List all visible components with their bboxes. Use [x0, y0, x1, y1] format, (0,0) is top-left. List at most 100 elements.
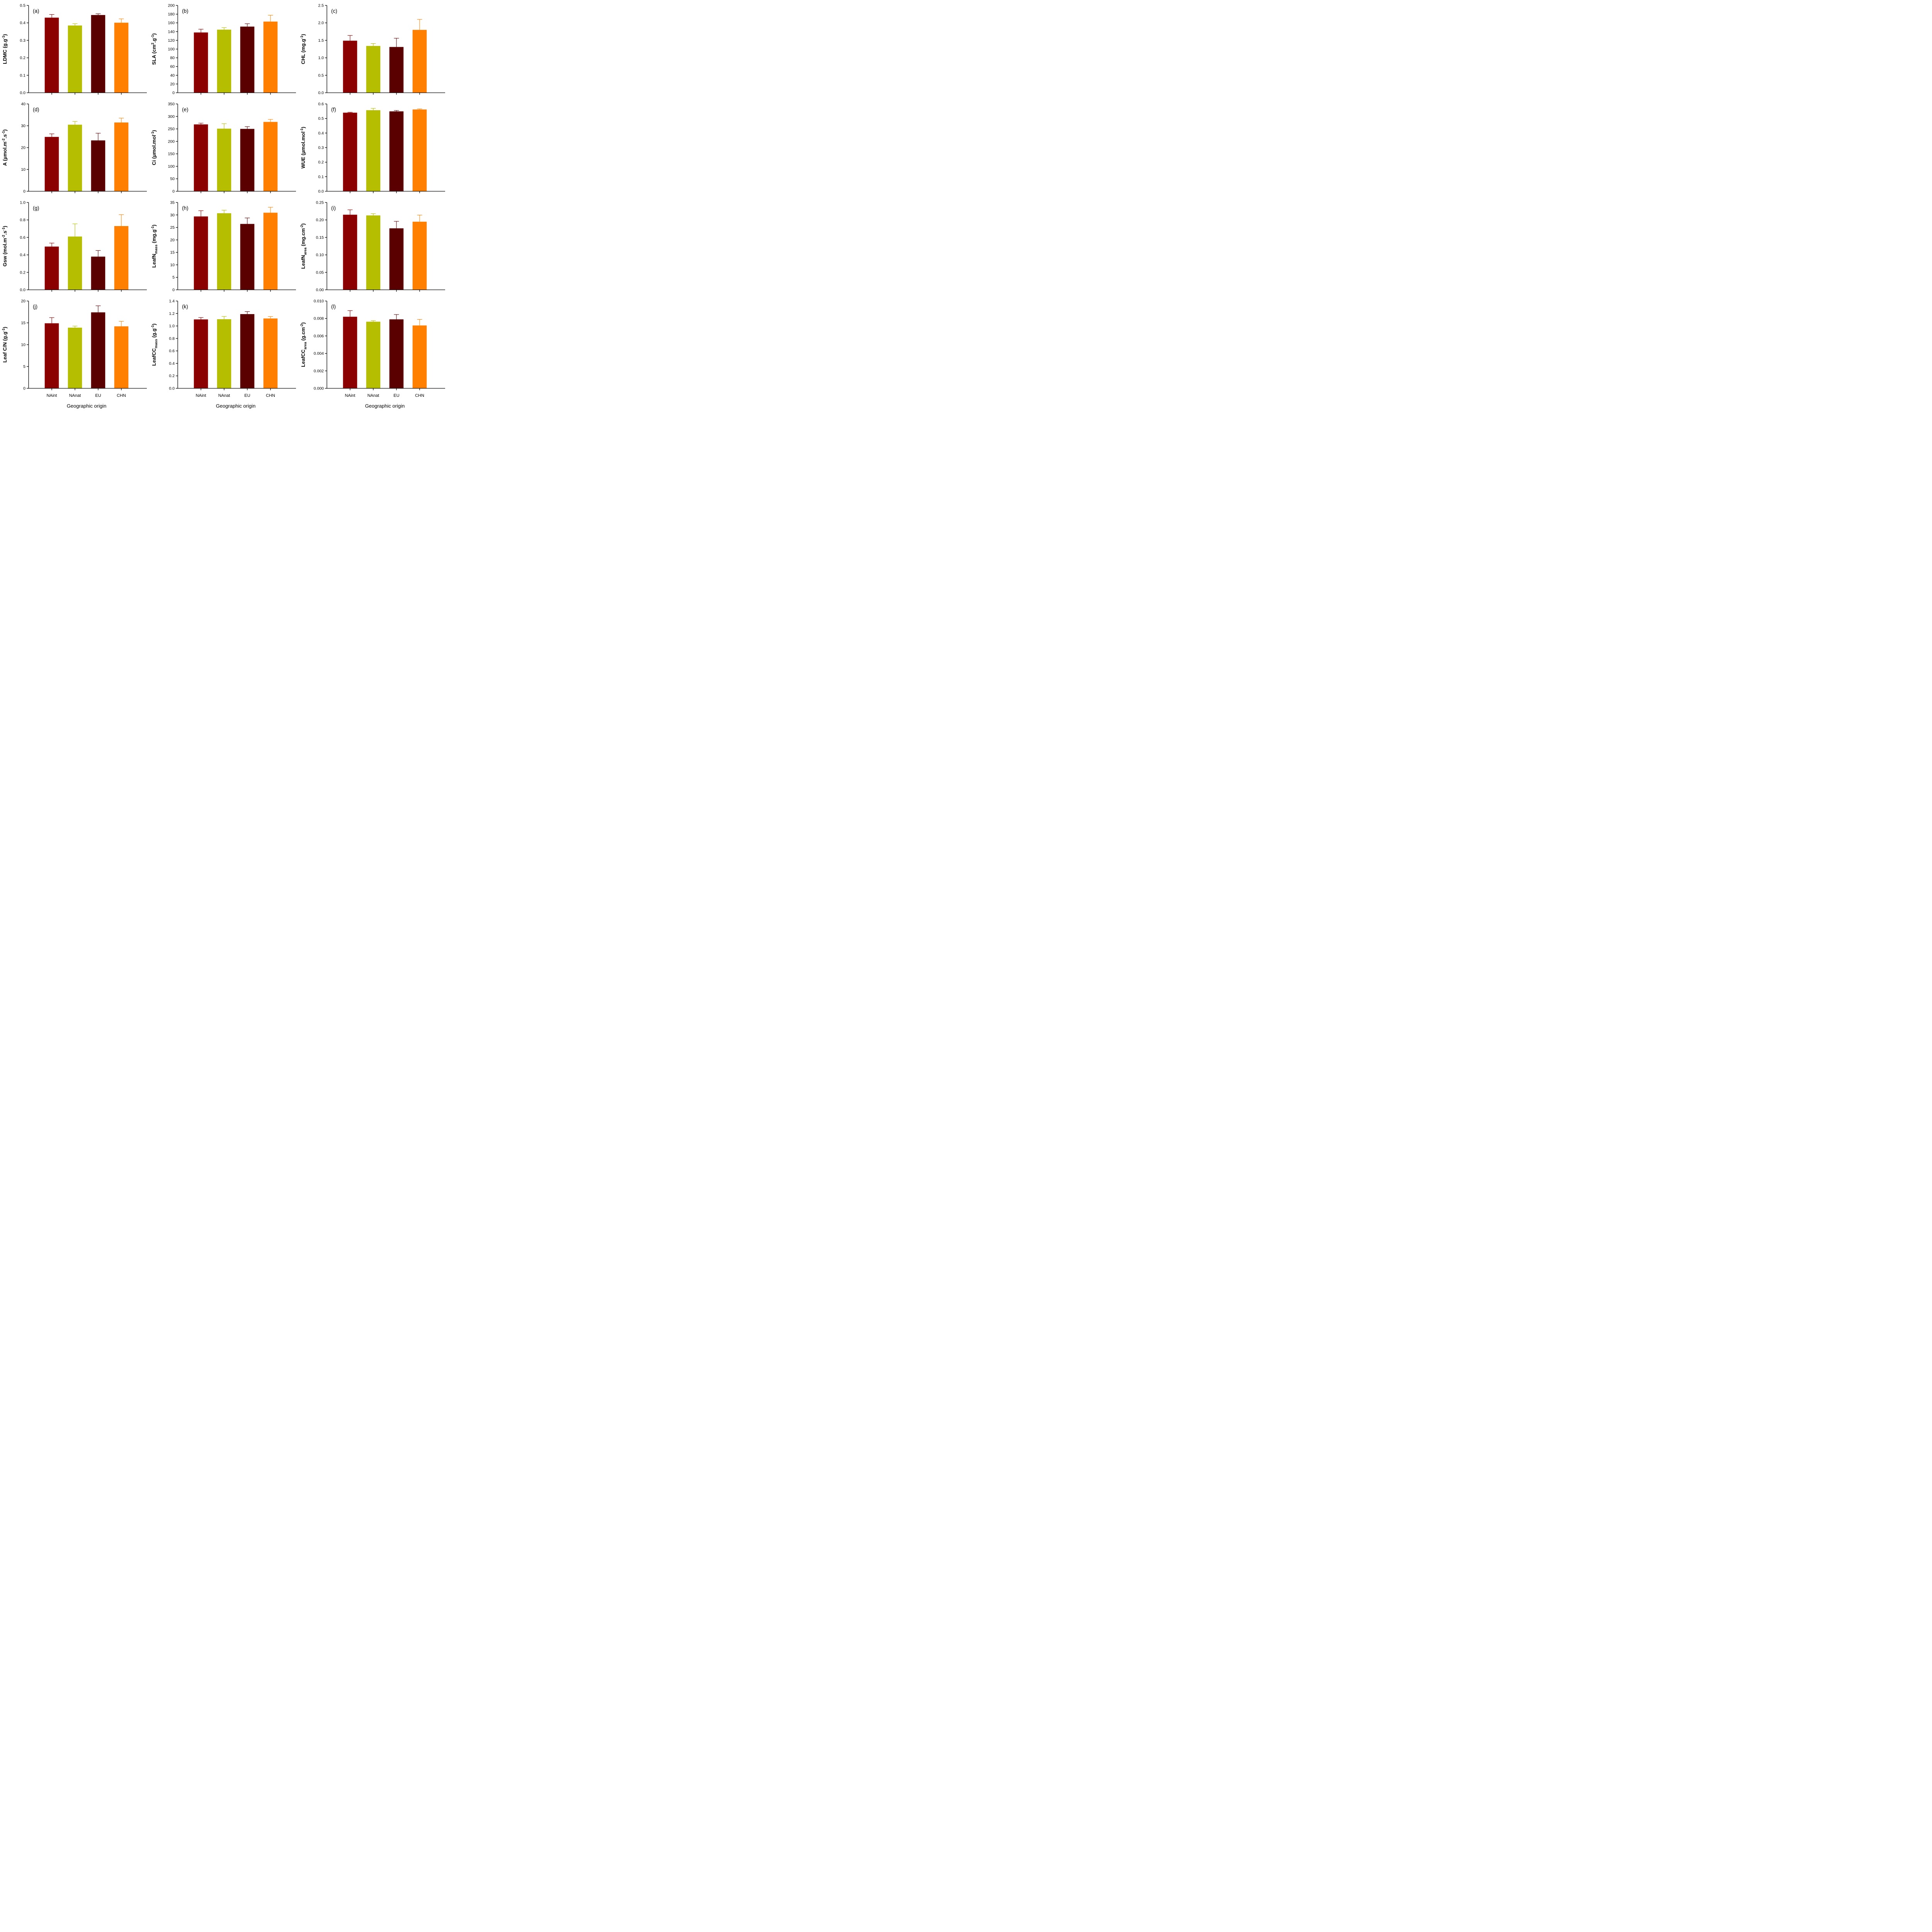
bar-NAnat: [217, 213, 231, 290]
bar-EU: [91, 312, 105, 388]
bar-NAint: [194, 216, 208, 290]
error-bar-CHN: [268, 207, 273, 213]
y-axis-title: Ci (µmol.mol-1): [151, 130, 157, 165]
error-bar-EU: [394, 314, 399, 320]
bar-CHN: [263, 21, 278, 93]
panel-letter-label: (k): [182, 304, 188, 310]
ytick-label: 150: [168, 152, 175, 156]
panel-svg-l: 0.000 0.002 0.004 0.006 0.008 0.010 NAint NAnat…: [300, 299, 445, 409]
panel-b: 0 20 40 60 80 100 120 140 160 180 200 (b) SLA (cm2.g…: [149, 0, 298, 99]
error-bar-NAnat: [72, 23, 78, 26]
bar-NAnat: [68, 124, 82, 191]
y-axis-title: LeafCCmass (g.g-1): [151, 323, 158, 366]
ytick-label: 20: [21, 299, 26, 304]
ytick-label: 0.3: [20, 38, 26, 43]
panel-g: 0.0 0.2 0.4 0.6 0.8 1.0 (g) Gsw (mol.m-2.s-1): [0, 197, 149, 296]
bar-EU: [91, 140, 105, 191]
ytick-label: 10: [21, 167, 26, 172]
error-bar-NAnat: [72, 121, 78, 125]
ytick-label: 1.5: [318, 38, 324, 43]
x-category-label-NAnat: NAnat: [367, 393, 379, 398]
error-bar-NAint: [347, 35, 353, 41]
panel-f: 0.0 0.1 0.2 0.3 0.4 0.5 0.6 (f) WUE (µmol.mol-1): [298, 99, 447, 197]
panel-svg-h: 0 5 10 15 20 25 30 35 (h) LeafNmass (mg.g-1): [151, 201, 296, 293]
panel-letter-label: (j): [33, 304, 37, 310]
ytick-label: 0: [23, 189, 26, 194]
x-category-label-EU: EU: [244, 393, 250, 398]
y-axis-title: LeafNmass (mg.g-1): [151, 224, 158, 268]
x-category-label-NAnat: NAnat: [69, 393, 81, 398]
ytick-label: 200: [168, 3, 175, 8]
bar-NAnat: [217, 128, 231, 191]
error-bar-CHN: [119, 19, 124, 23]
panel-h: 0 5 10 15 20 25 30 35 (h) LeafNmass (mg.g-1): [149, 197, 298, 296]
panel-letter-label: (d): [33, 107, 39, 112]
ytick-label: 100: [168, 47, 175, 52]
panel-letter-label: (a): [33, 8, 39, 14]
bar-NAnat: [68, 25, 82, 93]
ytick-label: 30: [170, 213, 175, 218]
panel-k: 0.0 0.2 0.4 0.6 0.8 1.0 1.2 1.4 NAint NAnat EU CHN (…: [149, 296, 298, 410]
ytick-label: 5: [172, 275, 175, 280]
ytick-label: 200: [168, 139, 175, 144]
ytick-label: 1.0: [20, 201, 26, 205]
panel-i: 0.00 0.05 0.10 0.15 0.20 0.25 (i) LeafNarea (mg…: [298, 197, 447, 296]
panel-svg-b: 0 20 40 60 80 100 120 140 160 180 200 (b) SLA (cm2.g…: [151, 3, 296, 95]
panel-d: 0 10 20 30 40 (d) A (µmol.m-2.s-1): [0, 99, 149, 197]
error-bar-CHN: [417, 319, 422, 326]
error-bar-EU: [245, 218, 250, 224]
bar-EU: [91, 257, 105, 290]
y-axis-title: Gsw (mol.m-2.s-1): [2, 226, 8, 267]
y-axis-title: Leaf C/N (g.g-1): [2, 327, 8, 363]
error-bar-NAint: [347, 209, 353, 215]
bar-EU: [91, 15, 105, 93]
panel-letter-label: (g): [33, 205, 39, 211]
ytick-label: 0.1: [318, 175, 324, 179]
ytick-label: 0.4: [20, 21, 26, 26]
y-axis-title: LeafNarea (mg.cm-2): [300, 223, 307, 269]
error-bar-NAnat: [371, 320, 376, 322]
ytick-label: 0.5: [318, 73, 324, 78]
bar-NAnat: [366, 46, 381, 93]
ytick-label: 0.5: [20, 3, 26, 8]
ytick-label: 0.008: [314, 316, 324, 321]
bar-NAnat: [217, 29, 231, 93]
bar-NAint: [44, 323, 59, 388]
ytick-label: 0.2: [318, 160, 324, 165]
ytick-label: 0.6: [318, 102, 324, 107]
bar-NAint: [343, 112, 357, 191]
panel-svg-d: 0 10 20 30 40 (d) A (µmol.m-2.s-1): [2, 102, 147, 194]
x-axis-title: Geographic origin: [216, 403, 256, 409]
bar-NAnat: [366, 215, 381, 290]
y-axis-title: SLA (cm2.g-1): [151, 33, 157, 65]
error-bar-CHN: [417, 19, 422, 30]
panel-letter-label: (c): [331, 8, 337, 14]
ytick-label: 0.10: [316, 253, 324, 257]
bar-CHN: [114, 226, 129, 290]
bar-CHN: [263, 318, 278, 388]
panel-svg-k: 0.0 0.2 0.4 0.6 0.8 1.0 1.2 1.4 NAint NAnat EU CHN (…: [151, 299, 296, 409]
panel-letter-label: (l): [331, 304, 336, 310]
multi-panel-bar-figure: 0.0 0.1 0.2 0.3 0.4 0.5 (a) LDMC (g.g-1) 0 20 40 60…: [0, 0, 447, 410]
ytick-label: 30: [21, 124, 26, 128]
ytick-label: 0: [172, 189, 175, 194]
ytick-label: 0.8: [20, 218, 26, 223]
bar-CHN: [412, 109, 427, 191]
ytick-label: 0.004: [314, 351, 324, 356]
error-bar-CHN: [119, 321, 124, 327]
x-category-label-NAnat: NAnat: [218, 393, 230, 398]
bar-NAint: [44, 137, 59, 191]
ytick-label: 0.05: [316, 270, 324, 275]
ytick-label: 2.5: [318, 3, 324, 8]
error-bar-EU: [245, 311, 250, 314]
ytick-label: 0.002: [314, 369, 324, 373]
ytick-label: 180: [168, 12, 175, 17]
error-bar-NAnat: [371, 108, 376, 111]
bar-NAnat: [68, 327, 82, 388]
panel-l: 0.000 0.002 0.004 0.006 0.008 0.010 NAint NAnat…: [298, 296, 447, 410]
error-bar-CHN: [417, 214, 422, 222]
bar-CHN: [412, 30, 427, 93]
ytick-label: 350: [168, 102, 175, 107]
error-bar-NAnat: [72, 326, 78, 328]
panel-letter-label: (h): [182, 205, 189, 211]
